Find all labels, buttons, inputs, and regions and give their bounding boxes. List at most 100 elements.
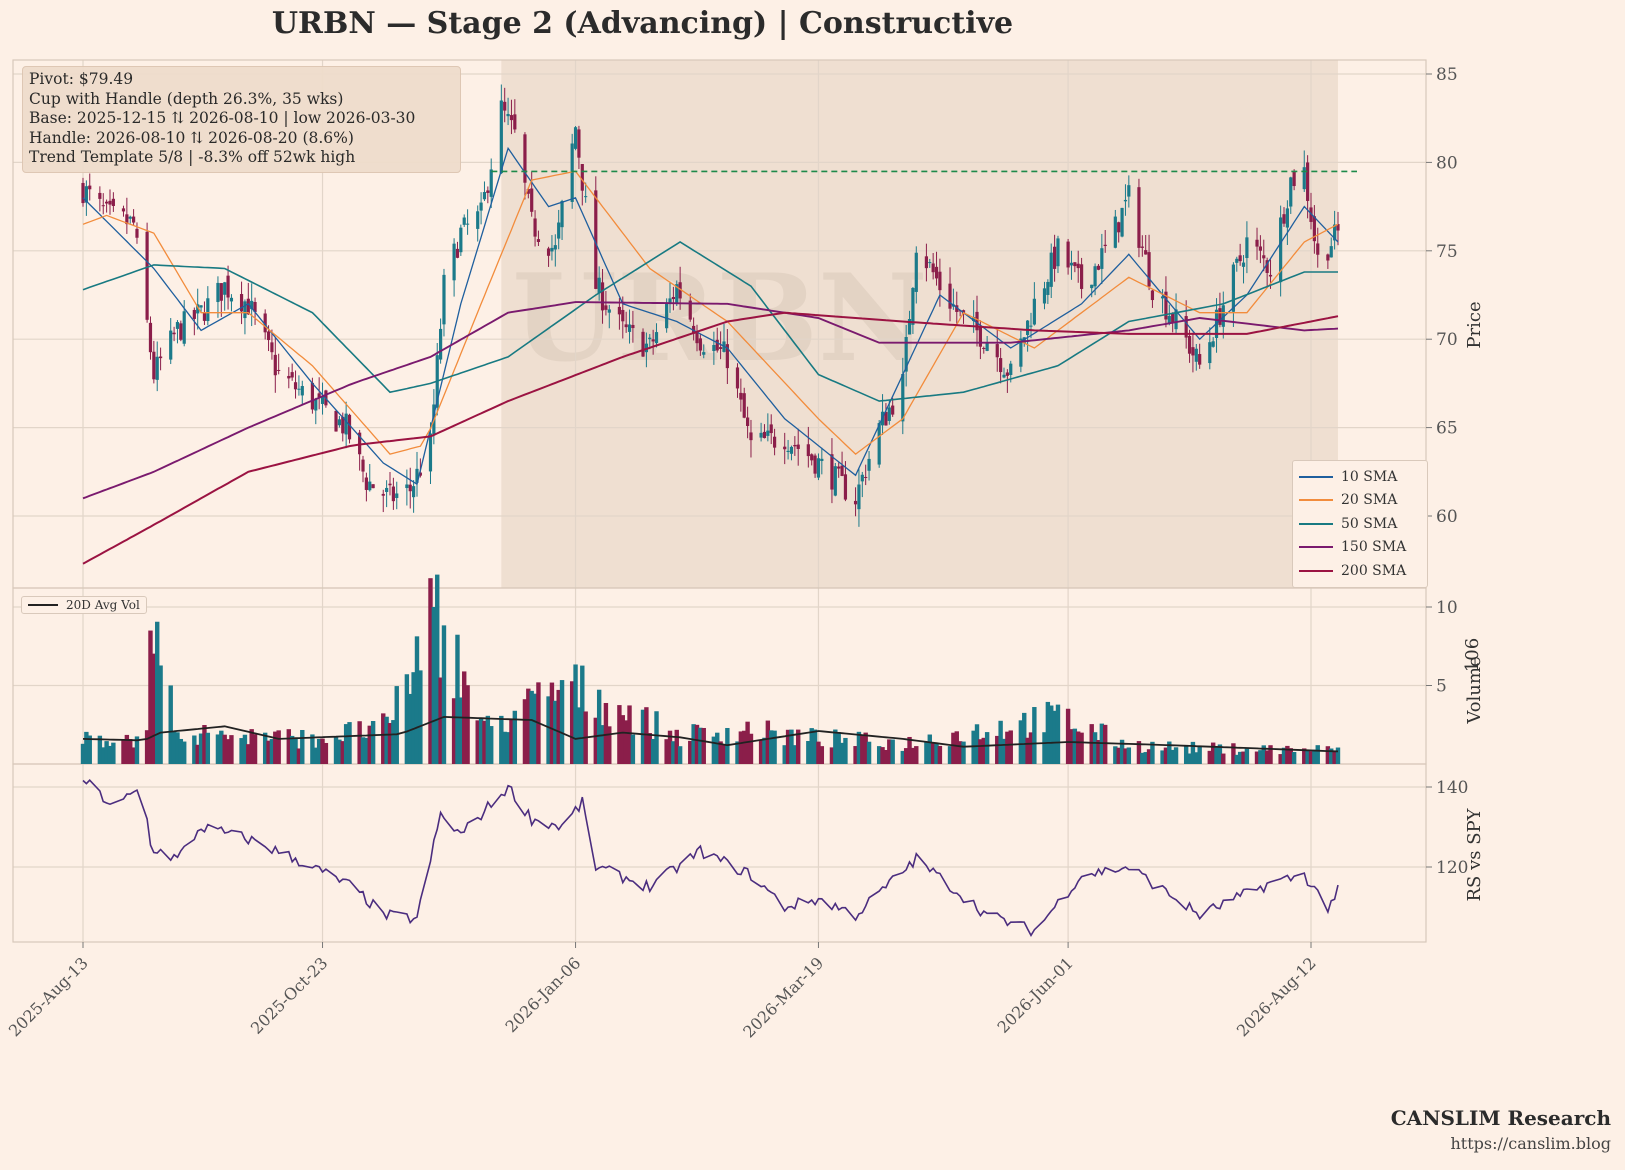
volume-bar — [1241, 751, 1246, 764]
sma-50-line — [82, 241, 1338, 402]
candle-body — [715, 339, 719, 351]
price-tick-label: 80 — [1436, 153, 1458, 173]
volume-bar — [509, 719, 514, 764]
candle-body — [725, 344, 729, 369]
volume-bar — [384, 716, 389, 764]
x-tick-label: 2025-Oct-23 — [247, 953, 331, 1037]
candle-body — [1292, 170, 1296, 187]
candle-body — [772, 436, 777, 448]
volume-bar — [1315, 745, 1320, 764]
candle-body — [553, 245, 557, 250]
price-tick-label: 75 — [1436, 242, 1458, 262]
candle-body — [840, 465, 844, 476]
candle-body — [128, 216, 132, 219]
volume-bar — [839, 742, 845, 764]
candle-body — [594, 190, 598, 289]
legend-item-10-sma: 10 SMA — [1299, 465, 1421, 489]
candle-body — [1289, 177, 1293, 207]
volume-bar — [974, 724, 980, 764]
candle-body — [358, 432, 362, 455]
candle-body — [388, 483, 392, 486]
candle-body — [1046, 281, 1050, 295]
candle-body — [864, 476, 868, 478]
candle-body — [229, 297, 234, 302]
candle-body — [789, 446, 794, 454]
candle-body — [624, 324, 628, 328]
candle-body — [509, 115, 514, 121]
candle-body — [385, 487, 389, 492]
volume-bar — [937, 745, 943, 764]
candle-body — [408, 484, 412, 492]
candle-body — [934, 266, 939, 279]
volume-bar — [526, 688, 531, 764]
volume-bar — [1173, 747, 1179, 764]
candle-body — [1096, 265, 1101, 270]
candle-body — [1171, 313, 1175, 323]
price-tick-label: 70 — [1436, 330, 1458, 350]
volume-bar — [512, 710, 518, 764]
price-axis-label: Price — [1464, 301, 1485, 348]
candle-body — [1005, 372, 1009, 376]
candle-body — [121, 208, 126, 212]
volume-bar — [748, 733, 754, 764]
candlestick-series — [81, 84, 1340, 527]
candle-body — [206, 298, 210, 322]
volume-bar — [644, 707, 649, 764]
candle-body — [769, 424, 773, 434]
volume-bar — [930, 743, 936, 764]
volume-bar — [168, 685, 173, 764]
candle-body — [766, 430, 770, 436]
volume-bar — [812, 729, 818, 764]
volume-bar — [1194, 752, 1199, 764]
brand-url[interactable]: https://canslim.blog — [1450, 1134, 1611, 1153]
volume-bar — [262, 732, 268, 764]
candle-body — [1241, 262, 1246, 267]
candle-body — [465, 223, 470, 225]
candle-body — [132, 216, 136, 223]
sma-20-line — [82, 170, 1339, 455]
volume-bar — [1167, 741, 1172, 764]
volume-bar — [1065, 708, 1071, 764]
candle-body — [482, 192, 487, 200]
volume-bar — [1305, 750, 1310, 764]
candle-body — [300, 386, 304, 396]
candle-body — [924, 256, 929, 269]
volume-bar — [269, 739, 275, 764]
volume-bar — [876, 746, 882, 764]
candle-body — [1079, 264, 1084, 289]
volume-bar — [1143, 752, 1148, 764]
x-tick-label: 2026-Aug-12 — [1233, 953, 1320, 1040]
candle-body — [175, 322, 180, 329]
candle-body — [462, 217, 466, 225]
candle-body — [1194, 348, 1198, 362]
volume-bar — [593, 717, 598, 764]
volume-bar — [1160, 750, 1165, 764]
candle-body — [239, 294, 244, 312]
legend-label: 10 SMA — [1341, 468, 1398, 485]
volume-bar — [995, 735, 1000, 764]
candle-body — [297, 388, 301, 390]
candle-body — [793, 444, 797, 447]
volume-bar — [1008, 730, 1013, 764]
candle-body — [1309, 207, 1313, 222]
candle-body — [631, 324, 635, 329]
candle-body — [337, 419, 341, 426]
legend-swatch — [28, 604, 58, 606]
volume-bar — [293, 738, 298, 764]
candle-body — [648, 337, 652, 340]
candle-body — [1103, 244, 1107, 247]
candle-body — [1279, 217, 1283, 283]
candle-body — [816, 458, 821, 478]
candle-body — [698, 338, 702, 351]
candle-body — [371, 484, 375, 489]
volume-bar — [546, 696, 551, 764]
candle-body — [857, 484, 861, 510]
volume-bar — [225, 739, 231, 764]
candle-body — [877, 423, 881, 465]
volume-bar — [219, 730, 224, 764]
volume-bar — [961, 741, 966, 764]
candle-body — [1076, 263, 1080, 269]
volume-bar — [364, 737, 369, 764]
candle-body — [627, 324, 632, 332]
